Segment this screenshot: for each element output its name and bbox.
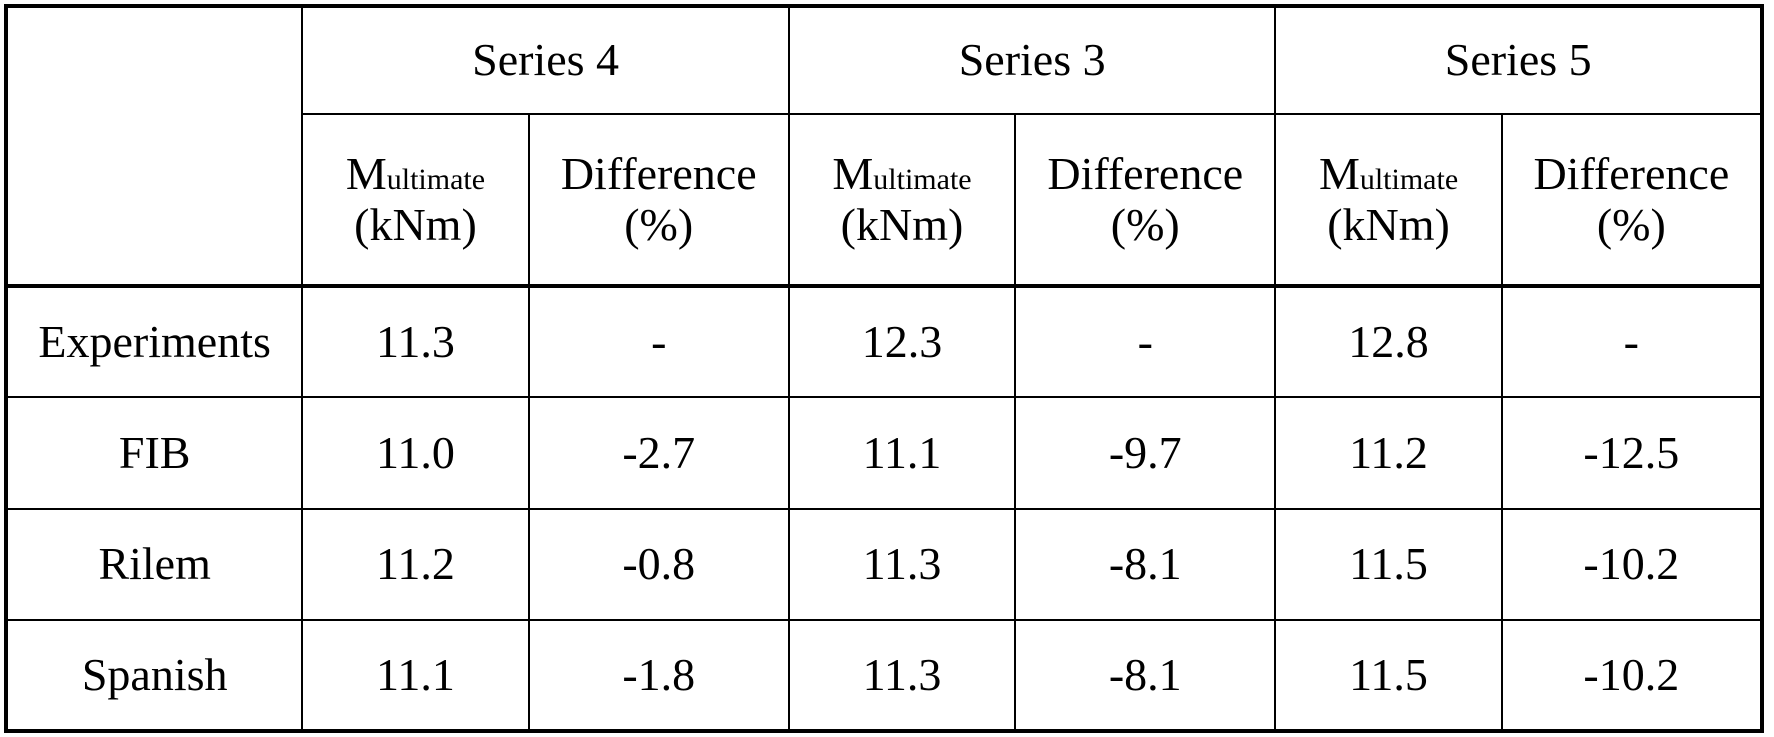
table-cell: 12.3 (787, 284, 1017, 399)
table-cell: 11.5 (1274, 507, 1503, 621)
difference-header: Difference (%) (1500, 113, 1764, 288)
series-header-4: Series 4 (301, 5, 790, 115)
m-ultimate-header: Multimate (kNm) (301, 113, 530, 288)
table-cell: -10.2 (1500, 507, 1764, 621)
row-label: FIB (4, 396, 304, 510)
table-cell: 11.1 (301, 618, 530, 733)
table-cell: -12.5 (1500, 396, 1764, 510)
difference-header: Difference (%) (527, 113, 790, 288)
results-table: Series 4 Series 3 Series 5 Multimate (kN… (4, 4, 1764, 733)
m-ultimate-header: Multimate (kNm) (1274, 113, 1503, 288)
series-header-3: Series 3 (787, 5, 1277, 115)
table-cell: - (1014, 284, 1277, 399)
table-cell: -10.2 (1500, 618, 1764, 733)
table-row: Rilem 11.2 -0.8 11.3 -8.1 11.5 -10.2 (4, 507, 1764, 621)
table-cell: 11.0 (301, 396, 530, 510)
table-cell: 11.3 (301, 284, 530, 399)
series-header-5: Series 5 (1274, 5, 1763, 115)
table-cell: -8.1 (1014, 507, 1277, 621)
table-cell: 11.3 (787, 507, 1017, 621)
table-cell: -0.8 (527, 507, 790, 621)
results-table-container: Series 4 Series 3 Series 5 Multimate (kN… (4, 4, 1764, 733)
table-cell: - (527, 284, 790, 399)
table-row: FIB 11.0 -2.7 11.1 -9.7 11.2 -12.5 (4, 396, 1764, 510)
table-cell: 12.8 (1274, 284, 1503, 399)
row-label: Rilem (4, 507, 304, 621)
m-ultimate-header: Multimate (kNm) (787, 113, 1017, 288)
table-cell: 11.1 (787, 396, 1017, 510)
table-cell: - (1500, 284, 1764, 399)
table-cell: 11.5 (1274, 618, 1503, 733)
table-cell: 11.2 (301, 507, 530, 621)
table-cell: -9.7 (1014, 396, 1277, 510)
table-cell: -1.8 (527, 618, 790, 733)
table-row: Spanish 11.1 -1.8 11.3 -8.1 11.5 -10.2 (4, 618, 1764, 733)
table-cell: -8.1 (1014, 618, 1277, 733)
table-cell: -2.7 (527, 396, 790, 510)
row-label: Experiments (4, 284, 304, 399)
row-label: Spanish (4, 618, 304, 733)
table-row: Experiments 11.3 - 12.3 - 12.8 - (4, 284, 1764, 399)
difference-header: Difference (%) (1014, 113, 1277, 288)
corner-cell (4, 5, 304, 288)
table-cell: 11.2 (1274, 396, 1503, 510)
table-cell: 11.3 (787, 618, 1017, 733)
